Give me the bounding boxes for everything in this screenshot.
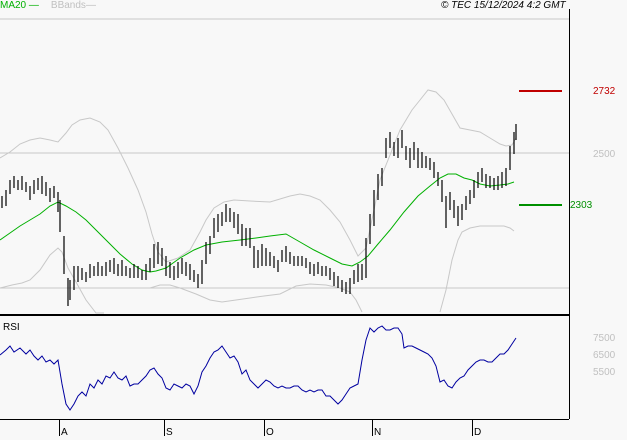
bbands-upper xyxy=(0,89,517,263)
legend-bbands: BBands— xyxy=(50,0,96,11)
copyright-timestamp: © TEC 15/12/2024 4:2 GMT xyxy=(441,0,566,11)
rsi-panel-label: RSI xyxy=(3,322,20,333)
legend-ma20: MA20 — xyxy=(0,0,39,11)
x-label-nov: N xyxy=(374,427,382,438)
chart-legend: MA20 — BBands— xyxy=(0,0,96,11)
x-label-oct: O xyxy=(266,427,274,438)
resistance-label: 2732 xyxy=(593,86,616,97)
ma20-line xyxy=(0,173,515,273)
x-label-sep: S xyxy=(166,427,173,438)
support-label: 2303 xyxy=(570,200,593,211)
x-label-dec: D xyxy=(474,427,482,438)
rsi-tick-6500: 6500 xyxy=(593,350,616,361)
rsi-tick-7500: 7500 xyxy=(593,333,616,344)
rsi-tick-5500: 5500 xyxy=(593,367,616,378)
x-label-aug: A xyxy=(61,427,68,438)
bbands-lower xyxy=(0,225,515,314)
x-ticks xyxy=(59,419,473,436)
rsi-line xyxy=(0,325,517,411)
price-bars xyxy=(1,124,517,306)
y-tick-2500: 2500 xyxy=(593,149,616,160)
